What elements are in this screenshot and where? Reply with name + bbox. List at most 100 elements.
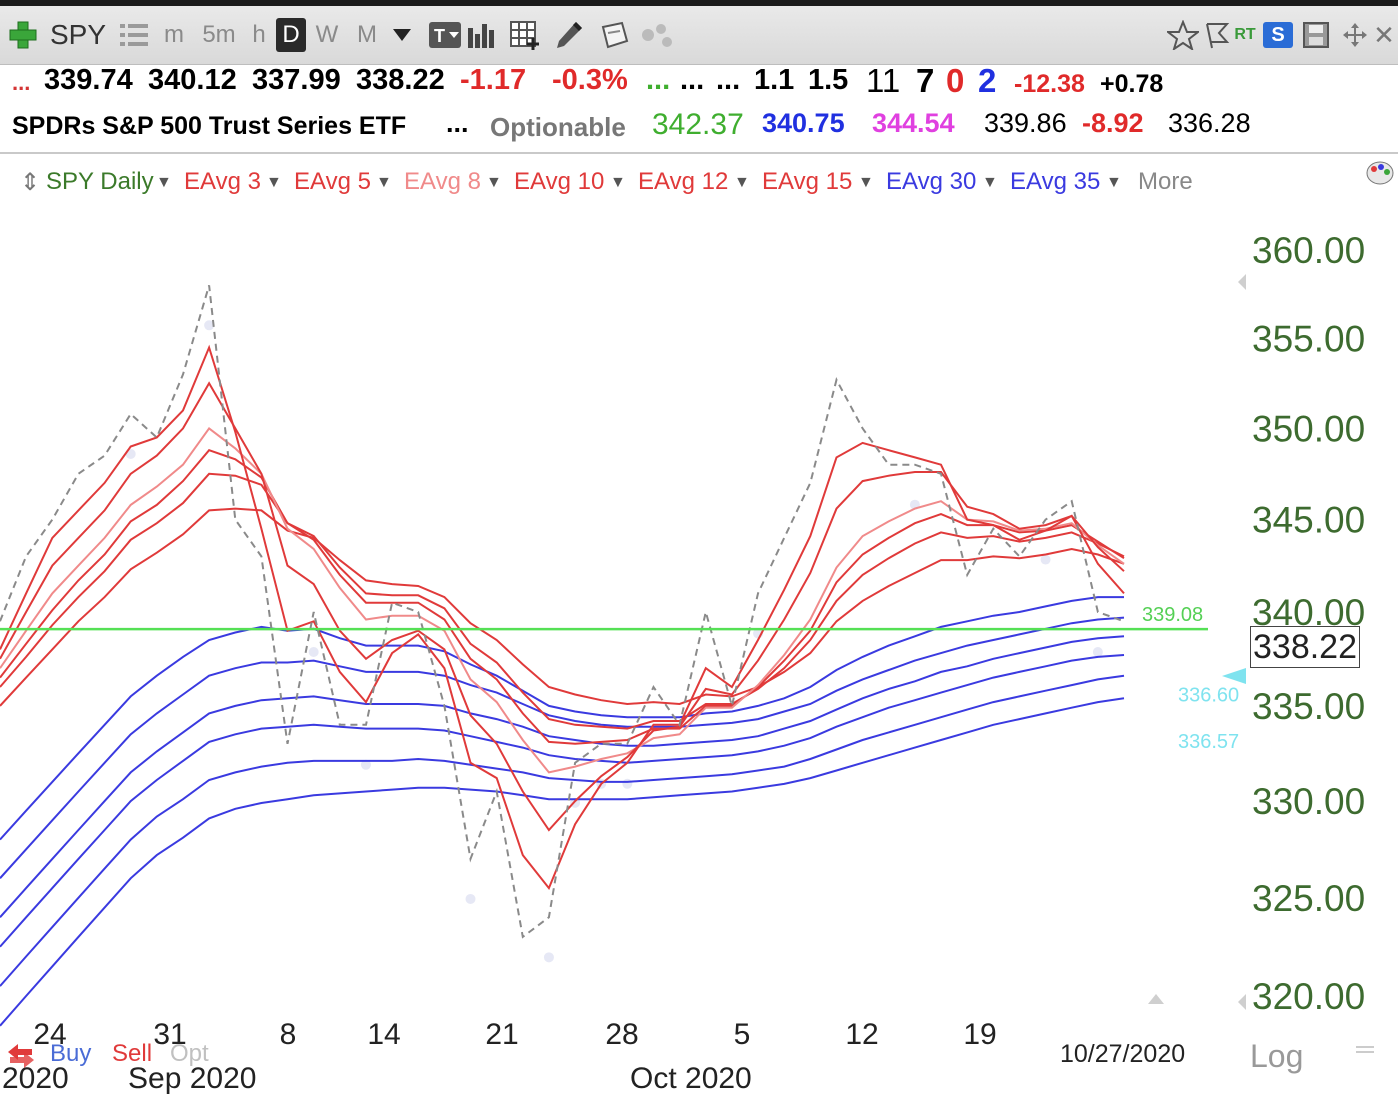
legend-eavg-8[interactable]: EAvg 8 xyxy=(404,168,481,195)
interval-w[interactable]: W xyxy=(315,21,339,48)
price-3: 344.54 xyxy=(872,108,955,138)
volume-dot xyxy=(1040,554,1051,565)
chevron-down-icon[interactable]: ▼ xyxy=(266,174,282,191)
ema-line-eavg-3 xyxy=(0,344,1125,891)
x-tick-label: 19 xyxy=(963,1018,996,1051)
legend-eavg-30[interactable]: EAvg 30 xyxy=(886,168,977,195)
high-price: 340.12 xyxy=(148,64,237,96)
row1-dots: ... xyxy=(12,70,31,95)
note-icon[interactable] xyxy=(598,6,632,64)
interval-m-monthly[interactable]: M xyxy=(357,21,377,48)
legend-eavg-15[interactable]: EAvg 15 xyxy=(762,168,853,195)
ema-line-eavg-5 xyxy=(0,381,1125,832)
chevron-down-icon[interactable]: ▼ xyxy=(610,174,626,191)
y-tick-label: 335.00 xyxy=(1252,686,1365,727)
legend-spy-daily[interactable]: SPY Daily xyxy=(46,168,154,195)
chevron-down-icon[interactable]: ▼ xyxy=(486,174,502,191)
s-icon[interactable]: S xyxy=(1262,6,1294,64)
change-value: -1.17 xyxy=(460,64,527,96)
stat-7: -12.38 xyxy=(1014,70,1085,98)
star-icon[interactable] xyxy=(1166,6,1200,64)
interval-5m[interactable]: 5m xyxy=(202,21,236,48)
legend-eavg-3[interactable]: EAvg 3 xyxy=(184,168,261,195)
chevron-down-icon[interactable]: ▼ xyxy=(734,174,750,191)
row1-dots-3: ... xyxy=(716,64,741,96)
grid-icon[interactable] xyxy=(508,6,542,64)
palette-icon[interactable] xyxy=(1366,160,1394,191)
close-icon[interactable]: ✕ xyxy=(1373,19,1395,50)
chevron-down-icon[interactable]: ▼ xyxy=(982,174,998,191)
pencil-icon[interactable] xyxy=(552,6,586,64)
dots-icon[interactable] xyxy=(640,6,676,64)
blue-ema-line-extra-1 xyxy=(0,654,1125,948)
blue-ema-line-extra-0 xyxy=(0,635,1125,918)
price-4: 339.86 xyxy=(984,108,1067,138)
y-tick-label: 355.00 xyxy=(1252,319,1365,360)
chevron-down-icon[interactable]: ▼ xyxy=(376,174,392,191)
stat-6: 2 xyxy=(978,62,997,99)
security-name: SPDRs S&P 500 Trust Series ETF xyxy=(12,112,407,140)
blue-ema-line-extra-2 xyxy=(0,674,1125,987)
y-tick-label: 330.00 xyxy=(1252,781,1365,822)
legend-more[interactable]: More xyxy=(1138,168,1193,195)
rt-icon[interactable]: RT xyxy=(1234,26,1256,43)
save-icon[interactable] xyxy=(1300,6,1332,64)
ema-line-eavg-8 xyxy=(0,426,1125,774)
chevron-down-icon[interactable]: ▼ xyxy=(858,174,874,191)
scroll-up-icon[interactable] xyxy=(1238,274,1246,290)
legend-eavg-10[interactable]: EAvg 10 xyxy=(514,168,605,195)
bar-chart-icon[interactable] xyxy=(466,6,498,64)
legend-eavg-5[interactable]: EAvg 5 xyxy=(294,168,371,195)
updown-arrow-icon[interactable]: ⇕ xyxy=(20,169,41,196)
stat-4: 7 xyxy=(916,62,935,99)
price-line-spy xyxy=(0,285,1125,939)
legend-eavg-12[interactable]: EAvg 12 xyxy=(638,168,729,195)
volume-dot xyxy=(543,952,554,963)
header-separator xyxy=(0,152,1398,154)
stat-3: 11 xyxy=(866,62,901,99)
x-tick-label: 12 xyxy=(845,1018,878,1051)
current-price-marker-icon xyxy=(1222,668,1246,684)
chevron-down-icon[interactable]: ▼ xyxy=(156,174,172,191)
interval-d[interactable]: D xyxy=(276,18,306,52)
y-tick-label: 360.00 xyxy=(1252,230,1365,271)
last-date: 10/27/2020 xyxy=(1060,1040,1186,1068)
plus-icon[interactable] xyxy=(6,6,40,64)
right-label-336-60: 336.60 xyxy=(1178,685,1239,707)
interval-h[interactable]: h xyxy=(252,21,266,48)
ema-line-eavg-35 xyxy=(0,616,1125,879)
scroll-down-icon[interactable] xyxy=(1238,994,1246,1010)
menu-lines-icon[interactable] xyxy=(1356,1046,1374,1048)
text-tool-icon[interactable]: T xyxy=(428,6,462,64)
collapse-icon[interactable] xyxy=(1148,994,1164,1004)
ema-line-eavg-12 xyxy=(0,472,1125,730)
flag-icon[interactable] xyxy=(1202,6,1232,64)
interval-m[interactable]: m xyxy=(164,21,184,48)
chevron-down-icon[interactable]: ▼ xyxy=(1106,174,1122,191)
dropdown-icon[interactable] xyxy=(388,6,416,64)
blue-ema-line-extra-3 xyxy=(0,697,1125,1027)
buy-sell-arrows-icon[interactable] xyxy=(6,1042,36,1073)
symbol-label[interactable]: SPY xyxy=(49,19,107,50)
stat-8: +0.78 xyxy=(1100,70,1164,98)
buy-button[interactable]: Buy xyxy=(50,1040,92,1067)
x-month-label: 2020 xyxy=(2,1062,69,1095)
move-icon[interactable] xyxy=(1340,6,1370,64)
x-month-label: Sep 2020 xyxy=(128,1062,256,1095)
s-icon-badge: S xyxy=(1263,22,1293,48)
y-tick-label: 320.00 xyxy=(1252,976,1365,1017)
log-scale-toggle[interactable]: Log xyxy=(1250,1038,1304,1074)
stat-2: 1.5 xyxy=(808,64,849,96)
y-tick-label: 325.00 xyxy=(1252,878,1365,919)
legend-eavg-35[interactable]: EAvg 35 xyxy=(1010,168,1101,195)
volume-dot xyxy=(622,778,633,789)
y-tick-label: 350.00 xyxy=(1252,408,1365,449)
sell-button[interactable]: Sell xyxy=(112,1040,153,1067)
stat-1: 1.1 xyxy=(754,64,795,96)
low-price: 337.99 xyxy=(252,64,341,96)
price-1: 342.37 xyxy=(652,108,744,141)
y-axis: 360.00355.00350.00345.00340.00335.00330.… xyxy=(1252,230,1365,1017)
list-icon[interactable] xyxy=(118,6,152,64)
opt-button[interactable]: Opt xyxy=(170,1040,209,1067)
